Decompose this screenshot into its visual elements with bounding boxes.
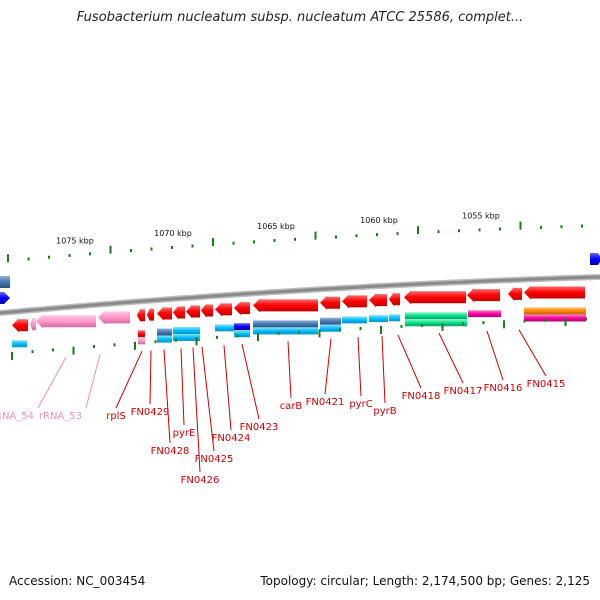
- gene-arrow: [157, 306, 172, 321]
- gene-arrow: [36, 314, 96, 329]
- gene-leader-line: [115, 351, 143, 409]
- gene-leader-line: [149, 350, 152, 405]
- cog-category-box: [157, 328, 172, 336]
- gene-arrow: [342, 294, 367, 309]
- gene-label: rRNA_54: [0, 411, 34, 422]
- gene-leader-line: [324, 338, 332, 395]
- gene-label: FN0423: [240, 422, 279, 433]
- gene-leader-line: [201, 346, 215, 452]
- gene-leader-line: [192, 347, 201, 473]
- cog-category-box: [12, 340, 27, 348]
- gene-arrow: [137, 308, 145, 323]
- gene-leader-line: [518, 329, 547, 377]
- gene-leader-line: [37, 357, 67, 409]
- accession-text: Accession: NC_003454: [9, 574, 146, 588]
- gene-label: rRNA_53: [39, 411, 82, 422]
- gene-arrow: [369, 293, 387, 308]
- edge-gene-right: [590, 253, 600, 265]
- scale-label: 1060 kbp: [360, 216, 398, 225]
- cog-category-box: [253, 327, 318, 335]
- cog-category-box: [138, 337, 145, 345]
- gene-label: FN0424: [212, 433, 251, 444]
- gene-leader-line: [223, 345, 232, 431]
- cog-category-box: [369, 315, 388, 323]
- gene-label: FN0416: [484, 383, 523, 394]
- gene-arrow: [508, 286, 522, 301]
- gene-label: pyrE: [173, 428, 196, 439]
- gene-arrow: [147, 307, 154, 322]
- cog-category-box: [320, 317, 341, 325]
- scale-label: 1075 kbp: [56, 237, 94, 246]
- backbone: [0, 275, 600, 315]
- gene-leader-line: [163, 349, 171, 444]
- cog-category-box: [389, 314, 400, 322]
- scale-label: 1070 kbp: [154, 229, 192, 238]
- gene-leader-line: [241, 344, 260, 420]
- gene-leader-line: [486, 330, 504, 381]
- gene-label: FN0426: [181, 475, 220, 486]
- gene-arrow: [320, 295, 340, 310]
- gene-leader-line: [381, 335, 386, 404]
- cog-category-box: [524, 307, 586, 315]
- gene-label: FN0425: [195, 454, 234, 465]
- cog-category-box: [524, 314, 586, 322]
- cog-category-box: [468, 310, 501, 318]
- gene-leader-line: [180, 348, 185, 426]
- cog-category-box: [138, 330, 145, 338]
- gene-arrow: [215, 302, 232, 317]
- topology-text: Topology: circular; Length: 2,174,500 bp…: [260, 574, 590, 588]
- gene-label: FN0417: [444, 386, 483, 397]
- gene-label: FN0429: [131, 407, 170, 418]
- gene-label: FN0421: [306, 397, 345, 408]
- scale-label: 1065 kbp: [257, 222, 295, 231]
- gene-label: pyrC: [349, 399, 372, 410]
- gene-arrow: [98, 310, 130, 325]
- scale-label: 1055 kbp: [462, 211, 500, 220]
- edge-gene-left-blue: [0, 292, 10, 304]
- gene-arrow: [234, 301, 250, 316]
- gene-label: carB: [280, 401, 303, 412]
- gene-arrow: [389, 292, 400, 307]
- cog-category-box: [157, 335, 172, 343]
- cog-category-box: [234, 330, 250, 338]
- gene-label: FN0415: [527, 379, 566, 390]
- gene-arrow: [201, 303, 213, 318]
- gene-arrow: [186, 304, 200, 319]
- gene-label: rplS: [106, 411, 126, 422]
- gene-arrow: [404, 290, 466, 305]
- gene-arrow: [467, 288, 500, 303]
- gene-arrow: [524, 285, 585, 300]
- gene-leader-line: [357, 337, 362, 397]
- gene-leader-line: [438, 332, 464, 384]
- gene-arrow: [253, 298, 318, 313]
- map-title: Fusobacterium nucleatum subsp. nucleatum…: [76, 10, 524, 25]
- gene-leader-line: [287, 341, 292, 399]
- gene-leader-line: [397, 334, 422, 389]
- gene-label: FN0418: [402, 391, 441, 402]
- cog-category-box: [320, 324, 341, 332]
- gene-label: pyrB: [373, 406, 396, 417]
- gene-label: FN0428: [151, 446, 190, 457]
- cog-category-box: [253, 320, 318, 328]
- cog-category-box: [215, 324, 234, 332]
- edge-gene-left: [0, 276, 10, 288]
- cog-category-box: [405, 319, 467, 327]
- cog-category-box: [405, 312, 467, 320]
- gene-arrow: [173, 305, 185, 320]
- gene-arrow: [12, 318, 28, 333]
- gene-leader-line: [85, 354, 101, 409]
- gene-arrow: [30, 317, 36, 332]
- cog-category-box: [342, 316, 367, 324]
- cog-category-box: [173, 326, 200, 334]
- cog-category-box: [173, 333, 200, 341]
- cog-category-box: [234, 323, 250, 331]
